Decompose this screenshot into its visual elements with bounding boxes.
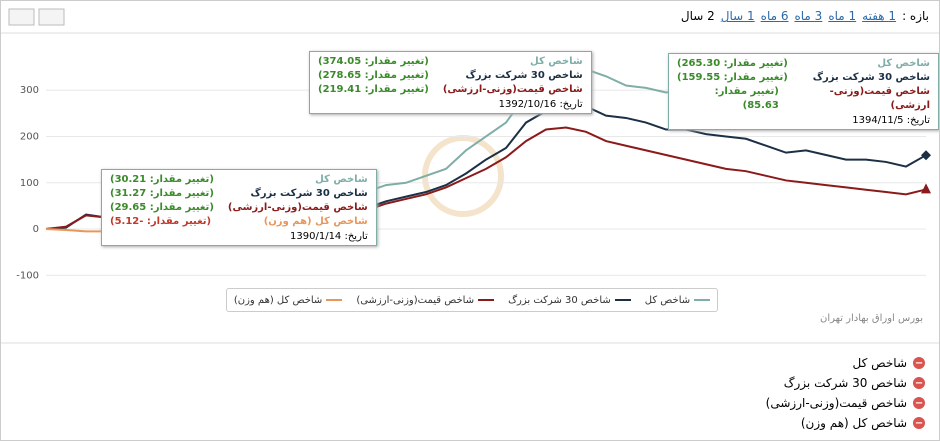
legend-item: شاخص کل [644,294,711,306]
tooltip-series: شاخص 30 شرکت بزرگ [250,188,368,199]
legend-item: شاخص کل (هم وزن) [233,294,343,306]
end-marker [921,183,931,194]
series-row[interactable]: − شاخص 30 شرکت بزرگ [766,373,925,393]
tooltip-series: شاخص قیمت(وزنی-ارزشی) [442,84,583,95]
tooltip-row: شاخص 30 شرکت بزرگ (تغییر مقدار: 159.55) [677,71,930,85]
legend-label: شاخص قیمت(وزنی-ارزشی) [356,294,475,306]
tooltip-series: شاخص کل [315,174,368,185]
legend-item: شاخص قیمت(وزنی-ارزشی) [356,294,495,306]
series-row[interactable]: − شاخص کل [766,353,925,373]
tooltip-series: شاخص قیمت(وزنی-ارزشی) [829,86,930,111]
legend-label: شاخص کل (هم وزن) [233,294,323,306]
tooltip-row: شاخص 30 شرکت بزرگ (تغییر مقدار: 31.27) [110,187,368,201]
tooltip-series: شاخص کل [530,56,583,67]
legend-swatch [614,298,631,301]
tooltip-date: تاریخ: 1390/1/14 [110,231,368,242]
tooltip-change: (تغییر مقدار: 29.65) [110,202,214,213]
legend: شاخص کل شاخص 30 شرکت بزرگ شاخص قیمت(وزنی-ا… [226,288,718,312]
tooltip-change: (تغییر مقدار: 265.30) [677,58,788,69]
legend-label: شاخص کل [644,294,691,306]
date-label: تاریخ: [906,115,930,126]
toolbar: بازه : 1 هفته 1 ماه 3 ماه 6 ماه 1 سال 2 سال [681,9,929,23]
y-tick-label: 300 [20,85,39,96]
range-link[interactable]: 3 ماه [794,9,823,23]
y-tick-label: -100 [16,270,39,281]
tooltip-row: شاخص کل (تغییر مقدار: 374.05) [318,55,583,69]
tooltip-change: (تغییر مقدار: -5.12) [110,216,212,227]
date-value: 1390/1/14 [290,231,342,242]
series-list: − شاخص کل − شاخص 30 شرکت بزرگ − شاخص قیمت(وزن… [766,353,925,433]
y-tick-label: 0 [33,224,39,235]
tooltip-change: (تغییر مقدار: 31.27) [110,188,214,199]
series-name: شاخص کل [852,356,907,370]
tooltip-series: شاخص کل [877,58,930,69]
remove-icon[interactable]: − [913,397,925,409]
tooltip-series: شاخص کل (هم وزن) [263,216,368,227]
series-row[interactable]: − شاخص کل (هم وزن) [766,413,925,433]
tooltip-row: شاخص قیمت(وزنی-ارزشی) (تغییر مقدار: 29.65… [110,201,368,215]
tooltip: شاخص کل (تغییر مقدار: 30.21) شاخص 30 شرکت … [101,169,377,246]
remove-icon[interactable]: − [913,417,925,429]
range-label: بازه : [902,9,929,23]
tooltip-change: (تغییر مقدار: 159.55) [677,72,788,83]
y-tick-label: 200 [20,131,39,142]
remove-icon[interactable]: − [913,377,925,389]
tooltip-change: (تغییر مقدار: 219.41) [318,84,429,95]
range-link[interactable]: 1 هفته [862,9,897,23]
legend-swatch [326,298,343,301]
end-marker [921,150,931,161]
series-name: شاخص 30 شرکت بزرگ [783,376,907,390]
tooltip-change: (تغییر مقدار: 85.63) [714,86,779,111]
tooltip-date: تاریخ: 1394/11/5 [677,115,930,126]
remove-icon[interactable]: − [913,357,925,369]
tooltip-date: تاریخ: 1392/10/16 [318,99,583,110]
date-label: تاریخ: [344,231,368,242]
range-selected[interactable]: 2 سال [680,9,715,23]
date-value: 1394/11/5 [852,115,904,126]
tooltip-row: شاخص کل (تغییر مقدار: 30.21) [110,173,368,187]
tooltip-row: شاخص کل (هم وزن) (تغییر مقدار: -5.12) [110,215,368,229]
legend-label: شاخص 30 شرکت بزرگ [508,294,611,306]
legend-item: شاخص 30 شرکت بزرگ [508,295,631,306]
tooltip-row: شاخص 30 شرکت بزرگ (تغییر مقدار: 278.65) [318,69,583,83]
tooltip-row: شاخص کل (تغییر مقدار: 265.30) [677,57,930,71]
series-name: شاخص کل (هم وزن) [800,416,907,430]
legend-swatch [694,298,711,301]
button[interactable] [8,8,35,26]
tooltip-change: (تغییر مقدار: 374.05) [318,56,429,67]
range-link[interactable]: 1 سال [720,9,755,23]
y-tick-label: 100 [20,178,39,189]
date-value: 1392/10/16 [498,99,557,110]
tooltip-change: (تغییر مقدار: 30.21) [110,174,214,185]
tooltip: شاخص کل (تغییر مقدار: 265.30) شاخص 30 شرکت… [668,53,939,130]
tooltip: شاخص کل (تغییر مقدار: 374.05) شاخص 30 شرکت… [309,51,592,114]
tooltip-row: شاخص قیمت(وزنی-ارزشی) (تغییر مقدار: 85.63… [677,85,930,113]
range-link[interactable]: 1 ماه [828,9,857,23]
tooltip-series: شاخص قیمت(وزنی-ارزشی) [227,202,368,213]
tooltip-series: شاخص 30 شرکت بزرگ [465,70,583,81]
tooltip-series: شاخص 30 شرکت بزرگ [812,72,930,83]
series-name: شاخص قیمت(وزنی-ارزشی) [765,396,907,410]
tooltip-row: شاخص قیمت(وزنی-ارزشی) (تغییر مقدار: 219.4… [318,83,583,97]
credit: بورس اوراق بهادار تهران [819,313,923,324]
series-row[interactable]: − شاخص قیمت(وزنی-ارزشی) [766,393,925,413]
button[interactable] [38,8,65,26]
range-link[interactable]: 6 ماه [760,9,789,23]
legend-swatch [478,298,495,301]
date-label: تاریخ: [559,99,583,110]
tooltip-change: (تغییر مقدار: 278.65) [318,70,429,81]
